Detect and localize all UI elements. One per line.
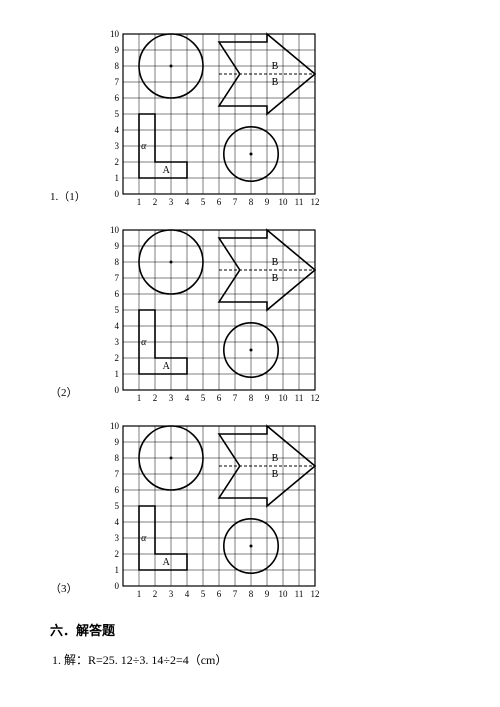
svg-text:B: B [272,77,279,88]
svg-text:0: 0 [115,385,120,395]
svg-text:5: 5 [201,393,206,403]
svg-text:7: 7 [115,77,120,87]
svg-text:9: 9 [115,45,120,55]
svg-text:3: 3 [115,141,120,151]
svg-text:B: B [272,273,279,284]
svg-text:5: 5 [201,197,206,207]
figure-label: （3） [50,580,105,600]
svg-text:2: 2 [115,353,120,363]
svg-text:4: 4 [185,589,190,599]
svg-text:3: 3 [169,197,174,207]
svg-text:11: 11 [295,393,304,403]
figure-label: 1.（1） [50,188,105,208]
svg-text:2: 2 [115,549,120,559]
svg-text:A: A [163,165,171,176]
svg-text:1: 1 [115,565,120,575]
grid-diagram: 012345678910123456789101112AαBB [105,422,319,600]
answer-line: 1. 解：R=25. 12÷3. 14÷2=4（cm） [52,651,450,668]
svg-text:7: 7 [233,393,238,403]
svg-text:3: 3 [169,393,174,403]
svg-text:1: 1 [115,173,120,183]
svg-text:2: 2 [153,393,158,403]
svg-text:12: 12 [311,197,320,207]
figure-row: （3）012345678910123456789101112AαBB [50,422,450,600]
svg-text:2: 2 [153,589,158,599]
svg-text:4: 4 [185,393,190,403]
svg-text:A: A [163,557,171,568]
svg-text:8: 8 [115,61,120,71]
svg-text:0: 0 [115,581,120,591]
svg-text:9: 9 [115,437,120,447]
svg-text:4: 4 [115,125,120,135]
svg-text:12: 12 [311,589,320,599]
svg-text:B: B [272,453,279,464]
svg-text:5: 5 [201,589,206,599]
svg-text:B: B [272,469,279,480]
grid-diagram: 012345678910123456789101112AαBB [105,226,319,404]
svg-text:9: 9 [265,589,270,599]
svg-text:6: 6 [115,485,120,495]
svg-text:8: 8 [249,393,254,403]
svg-text:10: 10 [279,393,289,403]
svg-text:7: 7 [233,197,238,207]
svg-text:4: 4 [115,321,120,331]
svg-text:10: 10 [110,226,120,235]
svg-text:9: 9 [265,197,270,207]
svg-text:1: 1 [115,369,120,379]
svg-text:10: 10 [110,422,120,431]
figure-label: （2） [50,384,105,404]
svg-text:5: 5 [115,501,120,511]
svg-text:B: B [272,257,279,268]
svg-text:0: 0 [115,189,120,199]
figure-row: （2）012345678910123456789101112AαBB [50,226,450,404]
svg-text:B: B [272,61,279,72]
grid-diagram: 012345678910123456789101112AαBB [105,30,319,208]
svg-text:1: 1 [137,589,142,599]
svg-text:10: 10 [110,30,120,39]
figure-row: 1.（1）012345678910123456789101112AαBB [50,30,450,208]
svg-text:6: 6 [217,393,222,403]
svg-text:7: 7 [115,469,120,479]
svg-text:9: 9 [115,241,120,251]
svg-text:8: 8 [115,453,120,463]
svg-text:2: 2 [115,157,120,167]
svg-text:6: 6 [115,93,120,103]
svg-text:11: 11 [295,197,304,207]
svg-text:3: 3 [169,589,174,599]
svg-text:8: 8 [249,589,254,599]
section-heading: 六．解答题 [50,620,450,639]
svg-text:7: 7 [115,273,120,283]
svg-text:3: 3 [115,337,120,347]
svg-text:4: 4 [115,517,120,527]
svg-text:11: 11 [295,589,304,599]
svg-text:5: 5 [115,305,120,315]
svg-text:6: 6 [217,197,222,207]
svg-text:α: α [141,337,147,348]
svg-text:α: α [141,141,147,152]
svg-text:7: 7 [233,589,238,599]
svg-text:8: 8 [115,257,120,267]
svg-text:3: 3 [115,533,120,543]
svg-text:4: 4 [185,197,190,207]
svg-text:1: 1 [137,197,142,207]
svg-text:12: 12 [311,393,320,403]
svg-text:8: 8 [249,197,254,207]
svg-text:10: 10 [279,589,289,599]
svg-text:A: A [163,361,171,372]
svg-text:5: 5 [115,109,120,119]
svg-text:9: 9 [265,393,270,403]
svg-text:6: 6 [115,289,120,299]
svg-text:2: 2 [153,197,158,207]
svg-text:α: α [141,533,147,544]
svg-text:6: 6 [217,589,222,599]
svg-text:1: 1 [137,393,142,403]
svg-text:10: 10 [279,197,289,207]
